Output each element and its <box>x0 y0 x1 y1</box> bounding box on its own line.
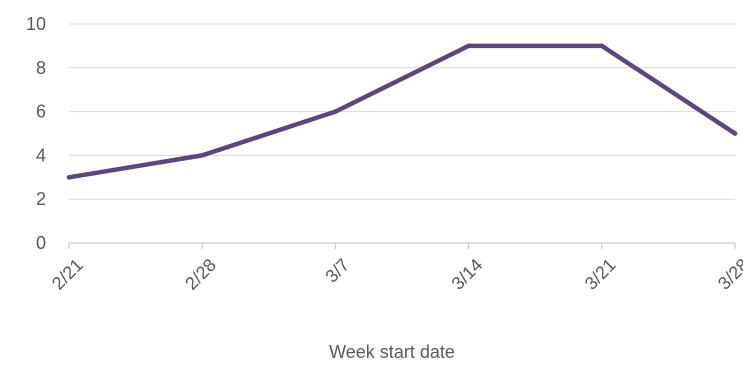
x-axis-tick-labels: 2/21 2/28 3/7 3/14 3/21 3/28 <box>48 255 743 294</box>
data-point <box>599 43 605 49</box>
gridlines <box>69 23 735 200</box>
x-axis <box>68 242 736 249</box>
data-point <box>199 153 205 158</box>
data-point <box>732 131 738 136</box>
x-axis-title: Week start date <box>329 342 455 362</box>
y-tick-label: 0 <box>36 233 46 253</box>
series-layer <box>66 43 738 180</box>
x-tick-label: 3/21 <box>581 255 620 294</box>
y-tick-label: 8 <box>36 58 46 78</box>
data-point <box>66 175 72 180</box>
y-tick-label: 4 <box>36 145 46 165</box>
y-tick-label: 10 <box>26 14 46 34</box>
y-tick-label: 6 <box>36 102 46 122</box>
data-point <box>466 43 471 49</box>
series-line <box>66 43 738 180</box>
x-tick-label: 2/21 <box>48 255 87 294</box>
x-tick-label: 3/28 <box>714 255 743 294</box>
y-axis-tick-labels: 0 2 4 6 8 10 <box>26 14 46 253</box>
y-tick-label: 2 <box>36 189 46 209</box>
x-tick-label: 2/28 <box>181 255 220 294</box>
data-point <box>333 109 338 114</box>
x-tick-label: 3/14 <box>448 255 487 294</box>
x-tick-label: 3/7 <box>321 255 353 287</box>
